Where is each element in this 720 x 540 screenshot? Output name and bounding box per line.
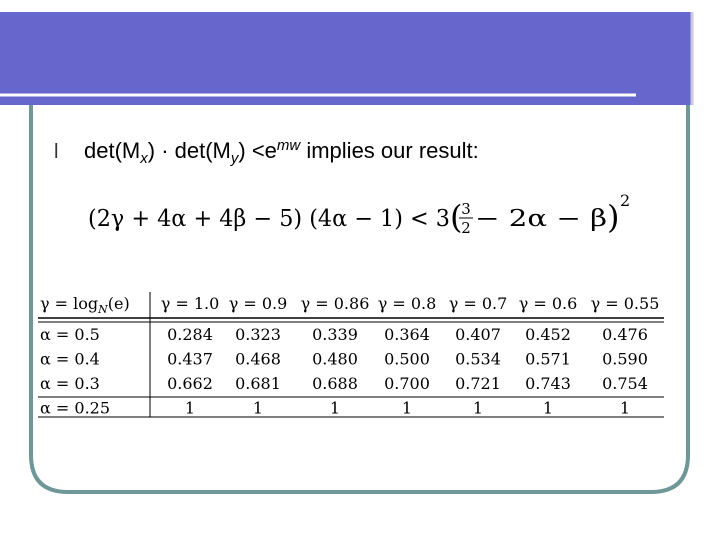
- row-label: α = 0.5: [40, 325, 100, 344]
- fraction-denominator: 2: [461, 219, 471, 237]
- table-cell: 0.500: [384, 350, 430, 369]
- table-cell: 0.662: [167, 374, 213, 393]
- table-cell: 0.364: [384, 325, 430, 344]
- paren: ): [607, 198, 619, 236]
- table-cell: 0.452: [525, 325, 571, 344]
- text: (2γ + 4α + 4β − 5) (4α − 1) < 3: [88, 206, 450, 232]
- text: ) · det(M: [148, 138, 231, 163]
- header-part: N: [97, 303, 108, 316]
- table-cell: 0.743: [525, 374, 571, 393]
- slide-frame: [29, 100, 690, 494]
- header-part: γ = 0.7: [449, 294, 508, 313]
- header-part: γ = 1.0: [161, 294, 220, 313]
- table-cell: 1: [185, 399, 195, 418]
- table-cell: 0.476: [602, 325, 648, 344]
- bullet-text: det(Mx) · det(My) <emw implies our resul…: [84, 137, 479, 167]
- header-part: γ = 0.86: [301, 294, 370, 313]
- text: det(M: [84, 138, 140, 163]
- table-cell: 0.534: [455, 350, 501, 369]
- header-cell: γ = 0.6: [519, 294, 578, 313]
- header-cell: γ = 1.0: [161, 294, 220, 313]
- header-part: (e): [108, 294, 130, 313]
- text: ) <e: [238, 138, 277, 163]
- header-cell: γ = 0.8: [378, 294, 437, 313]
- table-cell: 0.754: [602, 374, 648, 393]
- formula-right: − 2α − β: [475, 206, 607, 232]
- subscript: x: [139, 150, 148, 167]
- row-label: α = 0.3: [40, 374, 100, 393]
- header-cell: γ = 0.7: [449, 294, 508, 313]
- formula-left: (2γ + 4α + 4β − 5) (4α − 1) < 3: [88, 206, 450, 232]
- table-cell: 0.323: [235, 325, 281, 344]
- header-part: γ = 0.6: [519, 294, 578, 313]
- table-cell: 0.590: [602, 350, 648, 369]
- table-cell: 0.681: [235, 374, 281, 393]
- row-label: α = 0.4: [40, 350, 100, 369]
- table-cell: 0.688: [312, 374, 358, 393]
- fraction-numerator: 3: [461, 200, 471, 218]
- subscript: y: [230, 150, 240, 167]
- table-cell: 0.339: [312, 325, 358, 344]
- table-cell: 0.468: [235, 350, 281, 369]
- table-cell: 0.700: [384, 374, 430, 393]
- table-cell: 0.480: [312, 350, 358, 369]
- row-label: α = 0.25: [40, 399, 110, 418]
- header-cell: γ = 0.9: [229, 294, 288, 313]
- header-part: γ = log: [40, 294, 98, 313]
- table-cell: 0.571: [525, 350, 571, 369]
- header-cell: γ = logN(e): [40, 294, 130, 316]
- table-cell: 0.407: [455, 325, 501, 344]
- text: implies our result:: [300, 138, 479, 163]
- header-part: γ = 0.9: [229, 294, 288, 313]
- table-cell: 0.284: [167, 325, 213, 344]
- header-part: γ = 0.55: [591, 294, 660, 313]
- table-cell: 1: [473, 399, 483, 418]
- bullet-marker: l: [54, 141, 58, 163]
- results-table: γ = logN(e) γ = 1.0 γ = 0.9 γ = 0.86 γ = 0.8…: [38, 292, 664, 418]
- table-cell: 1: [543, 399, 553, 418]
- paren: (: [450, 198, 462, 236]
- table-cell: 1: [402, 399, 412, 418]
- table-cell: 1: [253, 399, 263, 418]
- header-cell: γ = 0.55: [591, 294, 660, 313]
- table-cell: 1: [620, 399, 630, 418]
- header-part: γ = 0.8: [378, 294, 437, 313]
- title-banner: [0, 12, 692, 105]
- header-cell: γ = 0.86: [301, 294, 370, 313]
- superscript: mw: [277, 137, 301, 154]
- exponent: 2: [620, 191, 630, 210]
- table-cell: 1: [330, 399, 340, 418]
- table-cell: 0.437: [167, 350, 213, 369]
- table-cell: 0.721: [455, 374, 501, 393]
